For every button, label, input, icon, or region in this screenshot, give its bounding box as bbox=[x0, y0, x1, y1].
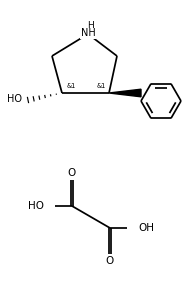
Text: NH: NH bbox=[81, 28, 95, 38]
Text: O: O bbox=[68, 168, 76, 178]
Text: HO: HO bbox=[7, 94, 22, 104]
Text: &1: &1 bbox=[97, 83, 106, 89]
Text: O: O bbox=[106, 256, 114, 266]
Text: HO: HO bbox=[28, 201, 44, 211]
Polygon shape bbox=[109, 89, 141, 97]
Text: H: H bbox=[88, 21, 94, 31]
Text: OH: OH bbox=[138, 223, 154, 233]
Text: &1: &1 bbox=[67, 83, 76, 89]
